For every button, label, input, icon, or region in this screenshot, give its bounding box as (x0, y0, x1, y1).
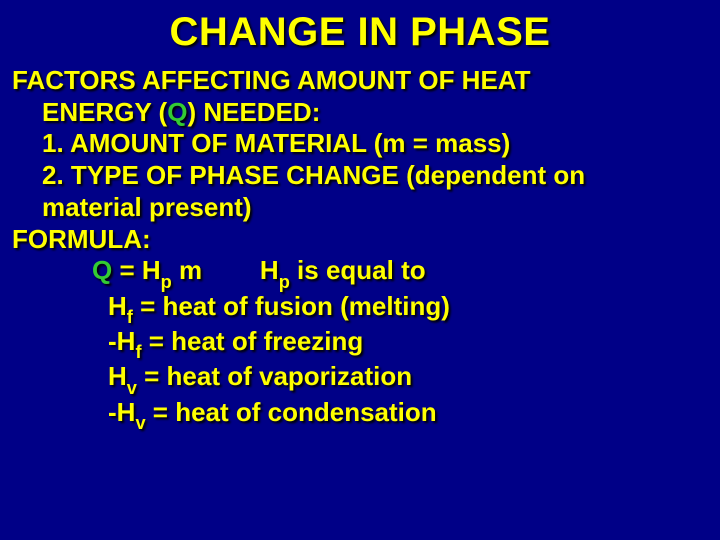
line-factors-1: FACTORS AFFECTING AMOUNT OF HEAT (12, 65, 708, 97)
hv-txt: = heat of vaporization (137, 361, 412, 391)
neg-hv-sub: v (135, 413, 145, 433)
slide-body: FACTORS AFFECTING AMOUNT OF HEAT ENERGY … (0, 55, 720, 432)
line-factors-2: ENERGY (Q) NEEDED: (12, 97, 708, 129)
formula-p-sub: p (161, 272, 172, 292)
line-item-1: 1. AMOUNT OF MATERIAL (m = mass) (12, 128, 708, 160)
line-item-2b: material present) (12, 192, 708, 224)
formula-q: Q (92, 255, 112, 285)
line-hf: Hf = heat of fusion (melting) (12, 291, 708, 326)
neg-hv-txt: = heat of condensation (146, 397, 437, 427)
line-neg-hv: -Hv = heat of condensation (12, 397, 708, 432)
line-hv: Hv = heat of vaporization (12, 361, 708, 396)
formula-gap (202, 255, 260, 285)
hf-txt: = heat of fusion (melting) (133, 291, 450, 321)
text-energy-pre: ENERGY ( (42, 97, 167, 127)
formula-rest: is equal to (290, 255, 426, 285)
formula-h2: H (260, 255, 279, 285)
line-formula-label: FORMULA: (12, 224, 708, 256)
neg-hf-h: -H (108, 326, 135, 356)
slide: CHANGE IN PHASE FACTORS AFFECTING AMOUNT… (0, 0, 720, 540)
text-energy-post: ) NEEDED: (187, 97, 320, 127)
neg-hf-sub: f (135, 342, 141, 362)
text-q-symbol: Q (167, 97, 187, 127)
line-item-2a: 2. TYPE OF PHASE CHANGE (dependent on (12, 160, 708, 192)
line-formula: Q = Hp m Hp is equal to (12, 255, 708, 290)
hf-h: H (108, 291, 127, 321)
formula-eq: = H (112, 255, 160, 285)
hv-sub: v (127, 378, 137, 398)
line-neg-hf: -Hf = heat of freezing (12, 326, 708, 361)
neg-hv-h: -H (108, 397, 135, 427)
hf-sub: f (127, 307, 133, 327)
neg-hf-txt: = heat of freezing (142, 326, 364, 356)
slide-title: CHANGE IN PHASE (0, 0, 720, 55)
hv-h: H (108, 361, 127, 391)
formula-p2-sub: p (279, 272, 290, 292)
formula-m: m (172, 255, 202, 285)
